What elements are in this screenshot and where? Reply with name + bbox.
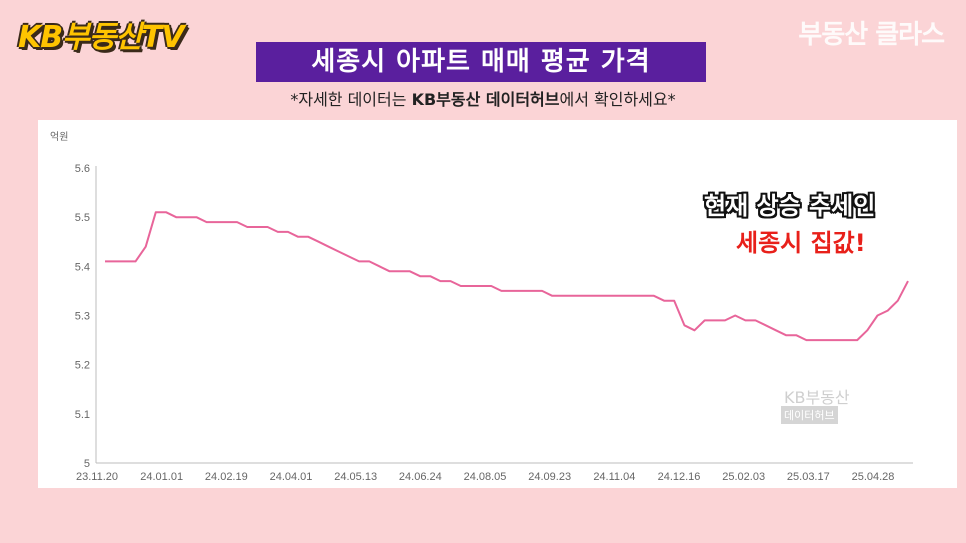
realestate-class-logo: 부동산 클라스: [798, 20, 945, 50]
subtitle-source: KB부동산 데이터허브: [411, 90, 560, 109]
line-chart: 억원 5.6 5.5 5.4 5.3 5.2 5.1 523.11.20 24.01.01 24.…: [50, 131, 913, 483]
x-tick-label: 25.04.28: [852, 471, 895, 483]
y-tick-label: 5.2: [75, 360, 90, 372]
y-tick-label: 5.3: [75, 311, 90, 323]
callout-line-2: 세종시 집값!: [736, 229, 866, 257]
x-tick-label: 25.02.03: [722, 471, 765, 483]
chart-panel: 억원 5.6 5.5 5.4 5.3 5.2 5.1 5 23.11.20 24.01.01 24.…: [38, 120, 957, 488]
y-tick-label: 5.6: [75, 163, 90, 175]
x-tick-label: 24.09.23: [528, 471, 571, 483]
x-tick-label: 24.11.04: [593, 471, 635, 483]
kb-realestate-tv-logo: KB부동산TV: [18, 20, 185, 55]
x-tick-label: 24.05.13: [334, 471, 377, 483]
x-tick-label: 23.11.20: [76, 471, 118, 483]
y-tick-label: 5.4: [75, 261, 90, 273]
x-tick-label: 24.04.01: [270, 471, 313, 483]
page-title: 세종시 아파트 매매 평균 가격: [256, 42, 706, 82]
y-axis-label: 억원: [50, 131, 68, 143]
subtitle: *자세한 데이터는 KB부동산 데이터허브에서 확인하세요*: [0, 86, 966, 110]
subtitle-post: 에서 확인하세요*: [559, 90, 676, 109]
callout-line-1: 현재 상승 추세인: [704, 192, 876, 220]
y-tick-label: 5.5: [75, 212, 90, 224]
x-tick-label: 24.06.24: [399, 471, 442, 483]
subtitle-pre: *자세한 데이터는: [290, 90, 412, 109]
series-line: [105, 211, 909, 342]
x-tick-label: 24.02.19: [205, 471, 248, 483]
x-tick-label: 24.08.05: [464, 471, 507, 483]
watermark-datahub: 데이터허브: [781, 406, 838, 424]
watermark-kb: KB부동산: [784, 388, 850, 407]
x-tick-label: 24.12.16: [658, 471, 701, 483]
x-tick-label: 24.01.01: [140, 471, 183, 483]
x-tick-label: 25.03.17: [787, 471, 830, 483]
y-tick-label: 5.1: [75, 409, 90, 421]
y-tick-label: 5: [84, 458, 90, 470]
